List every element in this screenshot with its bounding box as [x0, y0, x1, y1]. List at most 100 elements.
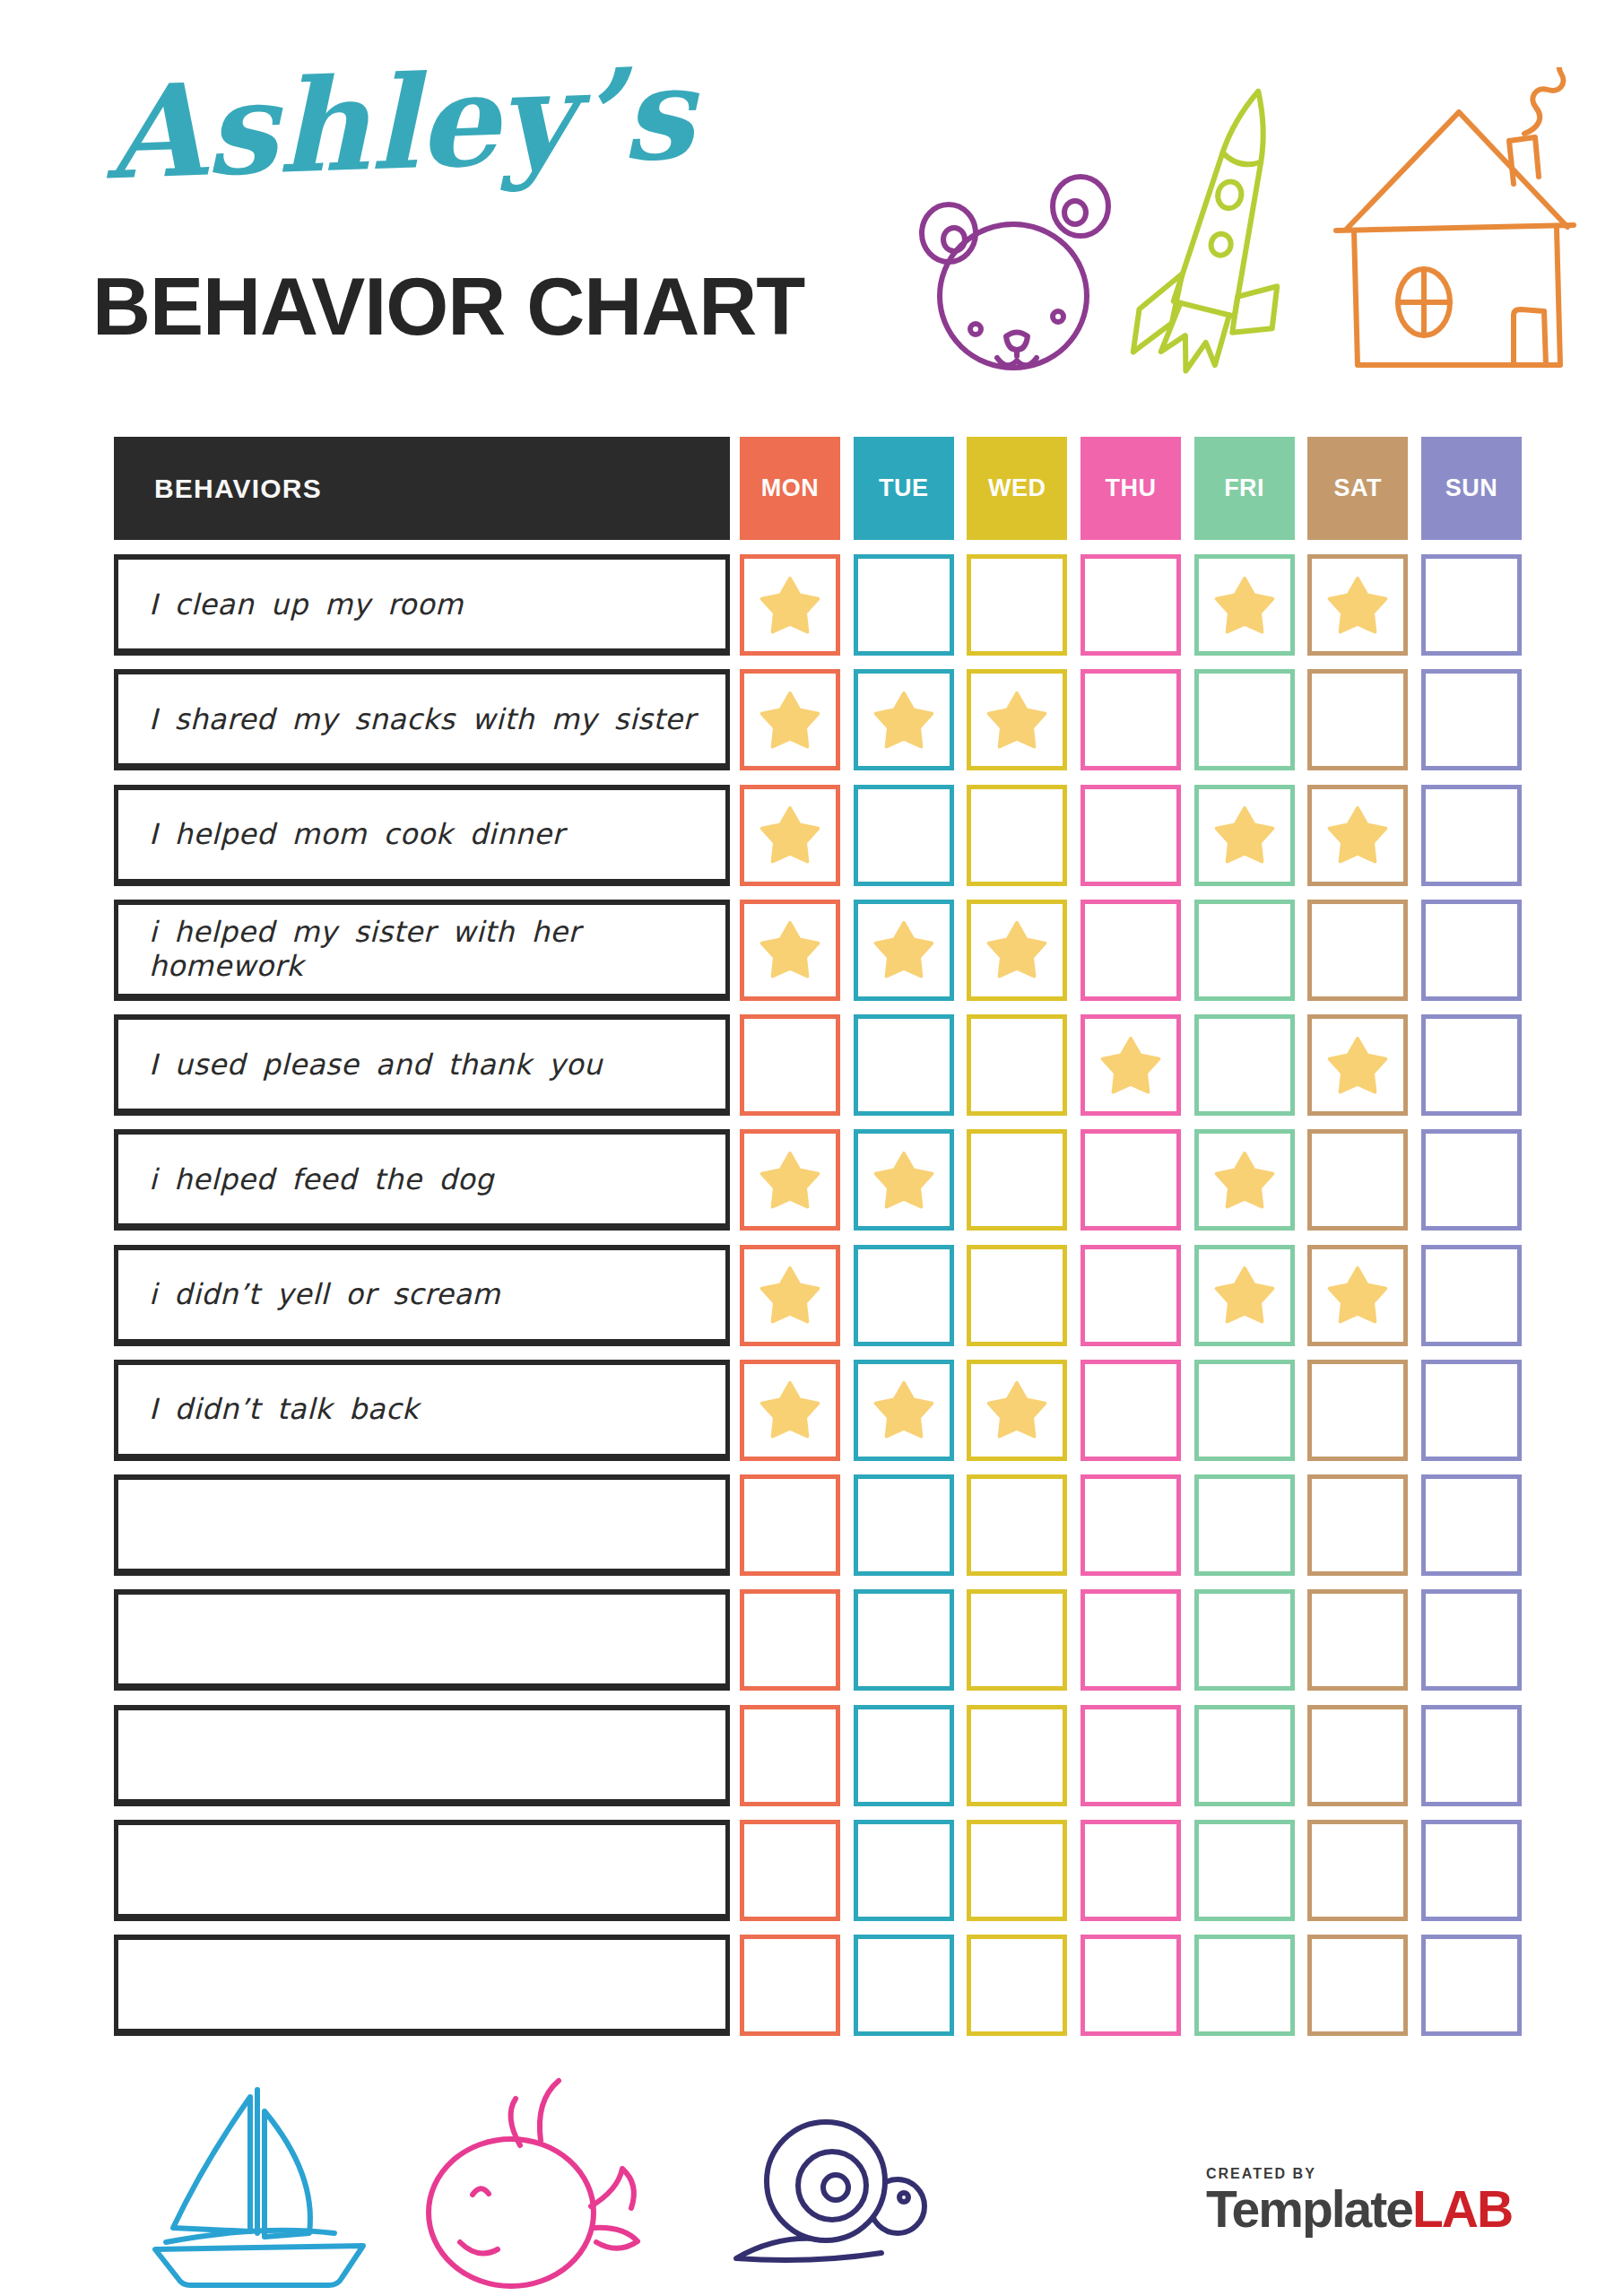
day-cells: [740, 554, 1522, 656]
day-cell-sat: [1307, 1129, 1408, 1231]
day-cell-fri: [1194, 785, 1295, 886]
star-icon: [1214, 577, 1275, 634]
behavior-label: I helped mom cook dinner: [149, 817, 564, 851]
behavior-label: I didn’t talk back: [149, 1392, 419, 1426]
day-cell-sat: [1307, 1245, 1408, 1346]
day-cell-sun: [1421, 554, 1522, 656]
behavior-label-box: [114, 1705, 730, 1806]
day-cell-fri: [1194, 1245, 1295, 1346]
day-cell-thu: [1081, 900, 1181, 1001]
day-cell-sat: [1307, 1360, 1408, 1461]
behavior-label-box: I didn’t talk back: [114, 1360, 730, 1461]
day-cell-sat: [1307, 900, 1408, 1001]
day-cell-mon: [740, 1474, 840, 1576]
day-cell-tue: [854, 785, 954, 886]
day-cell-sat: [1307, 1589, 1408, 1691]
day-cell-tue: [854, 1474, 954, 1576]
day-cells: [740, 900, 1522, 1001]
behavior-label: I used please and thank you: [149, 1048, 603, 1082]
day-cell-tue: [854, 1705, 954, 1806]
day-cell-thu: [1081, 1820, 1181, 1921]
day-cells: [740, 1935, 1522, 2036]
day-cell-wed: [967, 785, 1067, 886]
day-cells: [740, 1360, 1522, 1461]
day-cell-sun: [1421, 1935, 1522, 2036]
table-row: i helped my sister with her homework: [114, 900, 1522, 1001]
day-cell-sat: [1307, 785, 1408, 886]
bottom-doodles: [103, 2056, 928, 2289]
brand-name-lab: LAB: [1412, 2180, 1512, 2238]
day-cell-fri: [1194, 669, 1295, 770]
day-cell-sat: [1307, 1474, 1408, 1576]
day-cell-wed: [967, 1245, 1067, 1346]
day-cell-wed: [967, 900, 1067, 1001]
day-cells: [740, 1474, 1522, 1576]
behaviors-header-label: BEHAVIORS: [154, 474, 322, 504]
behavior-label: i didn’t yell or scream: [149, 1277, 500, 1311]
day-cell-sun: [1421, 1245, 1522, 1346]
day-cell-fri: [1194, 554, 1295, 656]
day-cell-thu: [1081, 1360, 1181, 1461]
day-cell-wed: [967, 669, 1067, 770]
star-icon: [1214, 1152, 1275, 1209]
day-cell-thu: [1081, 1245, 1181, 1346]
day-cell-sat: [1307, 669, 1408, 770]
page-title-main: BEHAVIOR CHART: [92, 266, 804, 347]
star-icon: [1214, 1266, 1275, 1324]
day-cell-mon: [740, 1360, 840, 1461]
day-cell-fri: [1194, 1820, 1295, 1921]
day-cells: [740, 1589, 1522, 1691]
day-cell-thu: [1081, 1474, 1181, 1576]
day-cell-sun: [1421, 900, 1522, 1001]
day-cell-thu: [1081, 1014, 1181, 1116]
day-header-sat: SAT: [1307, 437, 1408, 540]
day-cell-tue: [854, 1820, 954, 1921]
day-cell-tue: [854, 1014, 954, 1116]
table-row: i helped feed the dog: [114, 1129, 1522, 1231]
star-icon: [1327, 1037, 1388, 1094]
whale-doodle-icon: [429, 2081, 638, 2286]
day-cell-sat: [1307, 1935, 1408, 2036]
table-row: [114, 1589, 1522, 1691]
day-header-thu: THU: [1081, 437, 1181, 540]
table-row: i didn’t yell or scream: [114, 1245, 1522, 1346]
day-cell-fri: [1194, 900, 1295, 1001]
day-cell-sun: [1421, 1820, 1522, 1921]
day-cell-wed: [967, 1360, 1067, 1461]
day-cell-wed: [967, 554, 1067, 656]
day-cell-wed: [967, 1935, 1067, 2036]
day-cell-tue: [854, 1245, 954, 1346]
day-cell-sun: [1421, 1705, 1522, 1806]
day-cell-tue: [854, 1935, 954, 2036]
behavior-label: I shared my snacks with my sister: [149, 702, 695, 736]
day-cells: [740, 1014, 1522, 1116]
day-cell-fri: [1194, 1360, 1295, 1461]
behaviors-header-cell: BEHAVIORS: [114, 437, 730, 540]
table-body: I clean up my room I shared my snacks wit…: [114, 554, 1522, 2036]
table-row: [114, 1935, 1522, 2036]
day-cell-tue: [854, 1589, 954, 1691]
created-by-label: CREATED BY: [1206, 2167, 1512, 2181]
day-cell-mon: [740, 1589, 840, 1691]
day-cells: [740, 785, 1522, 886]
behavior-label-box: i didn’t yell or scream: [114, 1245, 730, 1346]
day-cell-fri: [1194, 1014, 1295, 1116]
table-row: I clean up my room: [114, 554, 1522, 656]
day-cells: [740, 1705, 1522, 1806]
day-cell-fri: [1194, 1129, 1295, 1231]
day-cells: [740, 1245, 1522, 1346]
day-cell-sun: [1421, 669, 1522, 770]
table-row: [114, 1820, 1522, 1921]
behavior-label-box: i helped feed the dog: [114, 1129, 730, 1231]
star-icon: [873, 1381, 934, 1439]
day-cell-thu: [1081, 554, 1181, 656]
star-icon: [759, 1152, 820, 1209]
day-header-sun: SUN: [1421, 437, 1522, 540]
brand-wordmark: TemplateLAB: [1206, 2184, 1512, 2235]
star-icon: [1214, 806, 1275, 864]
day-cell-sun: [1421, 1474, 1522, 1576]
behavior-label-box: [114, 1820, 730, 1921]
star-icon: [1327, 1266, 1388, 1324]
day-cells: [740, 669, 1522, 770]
day-cell-fri: [1194, 1474, 1295, 1576]
